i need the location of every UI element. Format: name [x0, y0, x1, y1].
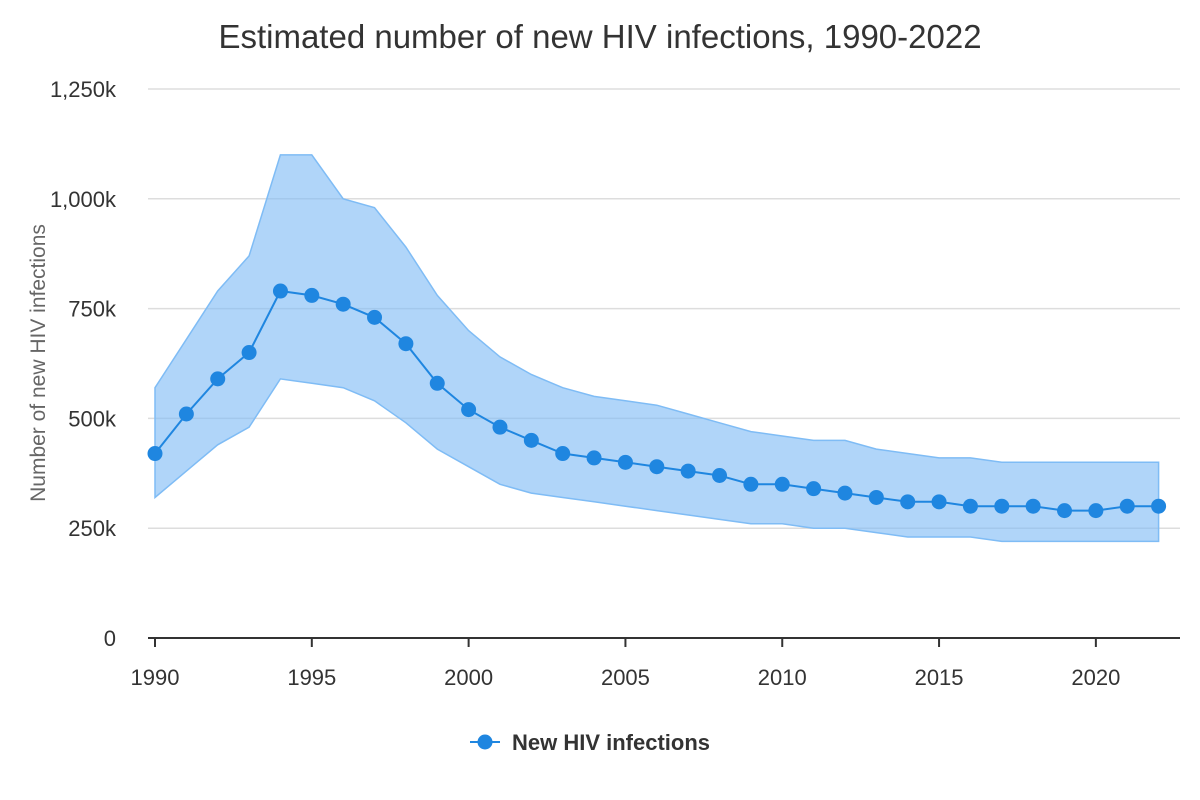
data-point — [335, 296, 351, 312]
data-point — [994, 498, 1010, 514]
legend[interactable]: New HIV infections — [470, 730, 710, 755]
legend-label: New HIV infections — [512, 730, 710, 755]
data-point — [398, 336, 414, 352]
data-point — [868, 489, 884, 505]
data-point — [900, 494, 916, 510]
data-point — [147, 446, 163, 462]
data-point — [429, 375, 445, 391]
data-point — [1119, 498, 1135, 514]
x-tick-label: 1995 — [287, 665, 336, 690]
data-point — [210, 371, 226, 387]
data-point — [837, 485, 853, 501]
x-tick-label: 2005 — [601, 665, 650, 690]
data-point — [555, 446, 571, 462]
data-point — [743, 476, 759, 492]
data-point — [712, 467, 728, 483]
y-tick-label: 1,000k — [50, 187, 117, 212]
y-tick-label: 1,250k — [50, 77, 117, 102]
x-tick-label: 2000 — [444, 665, 493, 690]
data-point — [272, 283, 288, 299]
y-tick-label: 500k — [68, 406, 117, 431]
data-point — [774, 476, 790, 492]
x-tick-label: 2020 — [1071, 665, 1120, 690]
uncertainty-band-area — [154, 154, 1160, 543]
data-point — [304, 287, 320, 303]
y-axis-title: Number of new HIV infections — [27, 224, 50, 502]
series-new-hiv-infections — [147, 283, 1167, 519]
legend-marker — [477, 734, 493, 750]
data-point — [461, 402, 477, 418]
data-point — [1057, 503, 1073, 519]
x-tick-label: 2010 — [758, 665, 807, 690]
data-point — [931, 494, 947, 510]
data-point — [962, 498, 978, 514]
data-point — [586, 450, 602, 466]
data-point — [1025, 498, 1041, 514]
data-point — [680, 463, 696, 479]
data-point — [523, 432, 539, 448]
y-tick-label: 250k — [68, 516, 117, 541]
y-tick-label: 0 — [104, 626, 116, 651]
chart-title: Estimated number of new HIV infections, … — [218, 18, 981, 55]
x-tick-label: 2015 — [915, 665, 964, 690]
data-point — [806, 481, 822, 497]
x-tick-label: 1990 — [131, 665, 180, 690]
data-point — [1088, 503, 1104, 519]
data-point — [241, 345, 257, 361]
uncertainty-band — [154, 154, 1160, 543]
data-point — [1151, 498, 1167, 514]
data-point — [178, 406, 194, 422]
data-point — [649, 459, 665, 475]
data-point — [617, 454, 633, 470]
y-axis: 0 250k 500k 750k 1,000k 1,250k — [50, 77, 117, 651]
y-tick-label: 750k — [68, 297, 117, 322]
data-point — [492, 419, 508, 435]
data-point — [367, 309, 383, 325]
x-axis: 1990 1995 2000 2005 2010 2015 2020 — [131, 637, 1180, 690]
